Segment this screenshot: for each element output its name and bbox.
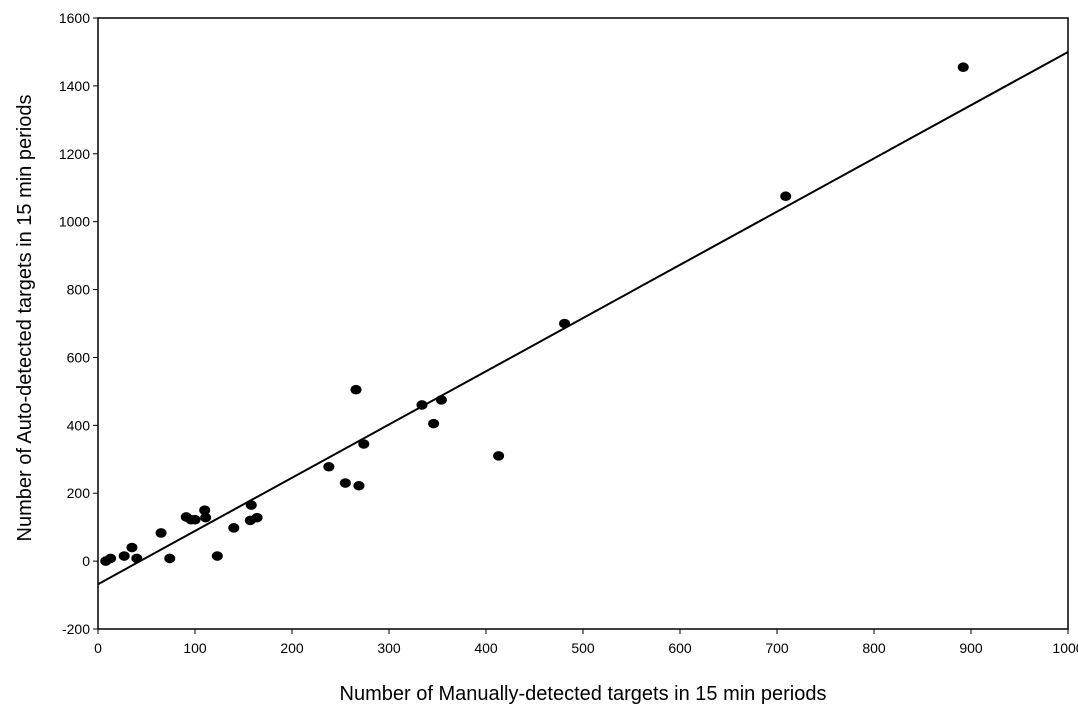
y-tick-label: 0 (82, 553, 90, 569)
data-point (340, 478, 351, 488)
data-point (323, 462, 334, 472)
x-tick-label: 800 (862, 640, 886, 656)
data-point (252, 513, 263, 523)
data-point (351, 385, 362, 395)
x-axis-ticks: 0 100 200 300 400 500 600 700 800 900 1000 (94, 629, 1078, 656)
y-tick-label: 200 (67, 485, 91, 501)
x-tick-label: 1000 (1052, 640, 1078, 656)
x-tick-label: 700 (765, 640, 789, 656)
data-point (212, 551, 223, 561)
x-tick-label: 400 (474, 640, 498, 656)
data-point (428, 419, 439, 429)
data-point (228, 523, 239, 533)
data-point (105, 554, 116, 564)
data-point (958, 62, 969, 72)
x-tick-label: 500 (571, 640, 595, 656)
x-tick-label: 200 (280, 640, 304, 656)
y-tick-label: 400 (67, 417, 91, 433)
data-point (126, 543, 137, 553)
y-tick-label: 1200 (59, 146, 90, 162)
y-tick-label: 800 (67, 282, 91, 298)
data-point (493, 451, 504, 461)
x-axis-title: Number of Manually-detected targets in 1… (340, 683, 827, 705)
trend-line (98, 52, 1068, 584)
data-point (190, 515, 201, 525)
y-tick-label: -200 (62, 621, 90, 637)
data-points (100, 62, 968, 565)
data-point (164, 554, 175, 564)
plot-frame (98, 18, 1068, 629)
x-tick-label: 100 (183, 640, 207, 656)
x-tick-label: 300 (377, 640, 401, 656)
y-tick-label: 1600 (59, 10, 90, 26)
y-axis-ticks: -200 0 200 400 600 800 1000 1200 1400 1600 (59, 10, 98, 637)
y-tick-label: 1400 (59, 78, 90, 94)
data-point (200, 513, 211, 523)
y-tick-label: 600 (67, 349, 91, 365)
y-tick-label: 1000 (59, 214, 90, 230)
data-point (119, 551, 130, 561)
x-tick-label: 600 (668, 640, 692, 656)
y-axis-title: Number of Auto-detected targets in 15 mi… (14, 95, 36, 542)
data-point (780, 191, 791, 201)
data-point (156, 528, 167, 538)
x-tick-label: 0 (94, 640, 102, 656)
data-point (353, 481, 364, 491)
x-tick-label: 900 (959, 640, 983, 656)
